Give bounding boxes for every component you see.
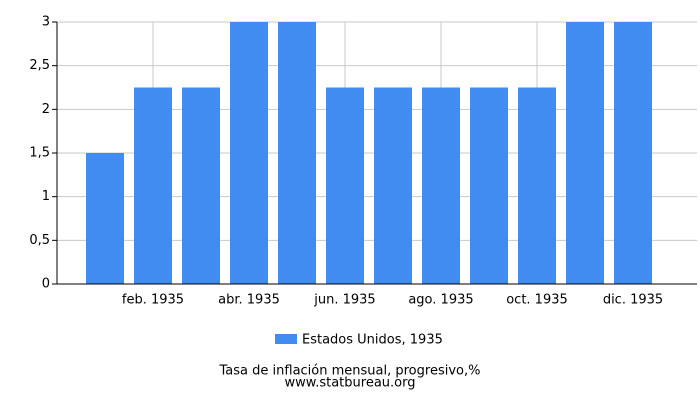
x-tick-label: feb. 1935 [122, 293, 184, 308]
legend-swatch [275, 334, 297, 344]
x-tick-label: oct. 1935 [506, 293, 568, 308]
x-tick-label: abr. 1935 [218, 293, 280, 308]
y-tick-label: 2 [42, 102, 50, 117]
bar [182, 87, 220, 284]
x-tick-label: jun. 1935 [313, 293, 375, 308]
bar [566, 22, 604, 284]
y-tick-label: 2,5 [29, 58, 50, 73]
bar [326, 87, 364, 284]
bar [518, 87, 556, 284]
legend-label: Estados Unidos, 1935 [302, 333, 443, 348]
y-tick-label: 1 [42, 189, 50, 204]
bar [422, 87, 460, 284]
x-tick-label: dic. 1935 [603, 293, 663, 308]
bar [230, 22, 268, 284]
bar [134, 87, 172, 284]
y-tick-label: 3 [42, 15, 50, 30]
y-tick-label: 0,5 [29, 233, 50, 248]
y-tick-label: 1,5 [29, 146, 50, 161]
bar [278, 22, 316, 284]
y-tick-label: 0 [42, 277, 50, 292]
bar [614, 22, 652, 284]
chart-subtitle: www.statbureau.org [285, 376, 416, 391]
bar [86, 153, 124, 284]
bar [470, 87, 508, 284]
chart-title: Tasa de inflación mensual, progresivo,% [219, 364, 481, 379]
bar [374, 87, 412, 284]
x-tick-label: ago. 1935 [408, 293, 473, 308]
